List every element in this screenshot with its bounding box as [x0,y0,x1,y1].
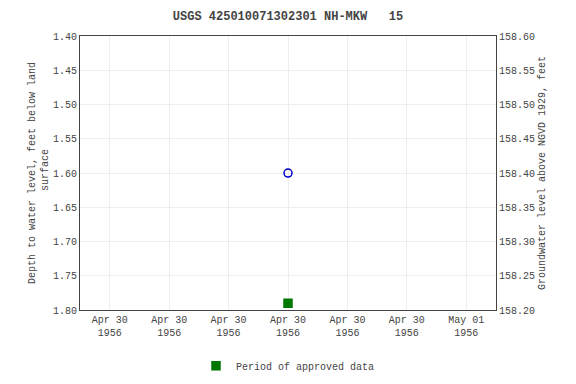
svg-text:Apr 301956: Apr 301956 [329,315,365,339]
svg-text:Apr 301956: Apr 301956 [211,315,247,339]
svg-text:1.45: 1.45 [53,66,77,77]
svg-text:1.75: 1.75 [53,271,77,282]
svg-text:158.20: 158.20 [499,306,535,317]
svg-text:1.55: 1.55 [53,134,77,145]
svg-text:1.60: 1.60 [53,169,77,180]
svg-text:158.60: 158.60 [499,32,535,43]
svg-text:Apr 301956: Apr 301956 [270,315,306,339]
svg-text:1.40: 1.40 [53,32,77,43]
svg-text:Groundwater level above NGVD 1: Groundwater level above NGVD 1929, feet [537,56,548,290]
svg-text:Apr 301956: Apr 301956 [389,315,425,339]
svg-text:158.50: 158.50 [499,100,535,111]
svg-text:158.40: 158.40 [499,169,535,180]
svg-text:158.45: 158.45 [499,134,535,145]
svg-text:158.35: 158.35 [499,203,535,214]
svg-text:May 011956: May 011956 [448,315,484,339]
svg-text:158.55: 158.55 [499,66,535,77]
svg-text:Depth to water level, feet bel: Depth to water level, feet below land su… [27,62,51,284]
svg-text:Apr 301956: Apr 301956 [92,315,128,339]
svg-text:1.65: 1.65 [53,203,77,214]
svg-text:1.80: 1.80 [53,306,77,317]
svg-text:158.25: 158.25 [499,271,535,282]
svg-text:1.50: 1.50 [53,100,77,111]
svg-text:USGS 425010071302301 NH-MKW: USGS 425010071302301 NH-MKW 15 [173,10,403,24]
svg-text:Apr 301956: Apr 301956 [151,315,187,339]
svg-text:158.30: 158.30 [499,237,535,248]
svg-text:Period of approved data: Period of approved data [236,362,374,373]
svg-text:1.70: 1.70 [53,237,77,248]
